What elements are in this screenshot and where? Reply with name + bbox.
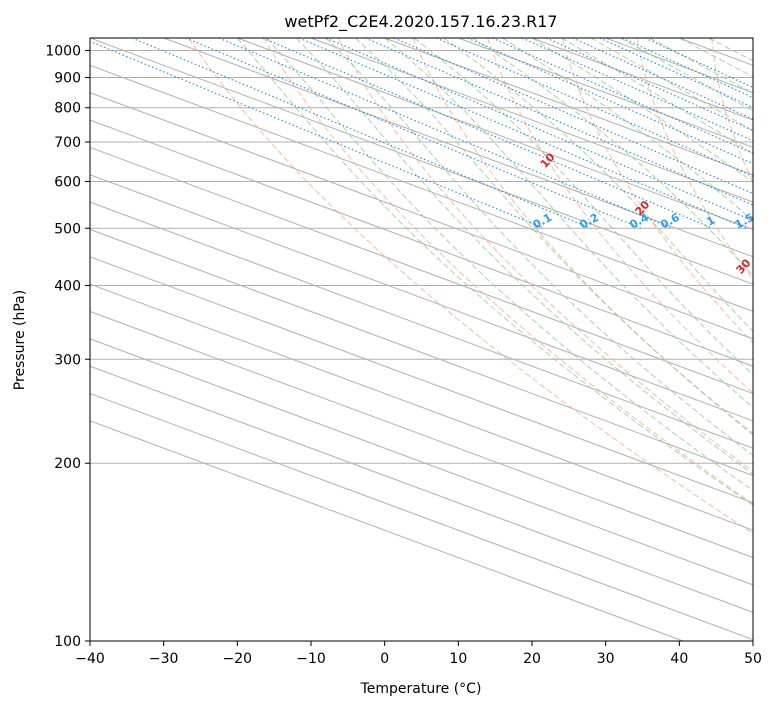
mixing-ratio-line bbox=[572, 38, 753, 120]
moist-adiabat bbox=[325, 38, 753, 457]
isotherm-line bbox=[310, 38, 753, 203]
dry-adiabat bbox=[561, 38, 753, 344]
isotherm-line bbox=[90, 420, 684, 641]
isotherm-line bbox=[90, 228, 753, 477]
isotherm-line bbox=[90, 119, 753, 367]
plot-frame bbox=[89, 37, 754, 642]
mixing-ratio-lines bbox=[90, 38, 753, 229]
x-tick-label: −20 bbox=[223, 651, 253, 667]
x-tick-label: 40 bbox=[670, 651, 688, 667]
x-tick-label: 0 bbox=[380, 651, 389, 667]
moist-adiabats bbox=[236, 38, 753, 506]
x-tick-label: −10 bbox=[296, 651, 326, 667]
isotherm-line bbox=[90, 38, 753, 285]
moist-adiabat bbox=[443, 38, 753, 333]
mixing-ratio-line bbox=[218, 38, 672, 229]
isotherm-line bbox=[90, 174, 753, 422]
moist-adiabat bbox=[295, 38, 753, 475]
mixing-ratio-line bbox=[90, 40, 545, 229]
axis-ticks: −40 −30 −20 −10 0 10 20 30 40 50 100 200 300 400 500 60… bbox=[45, 44, 762, 667]
mixing-ratio-line bbox=[131, 38, 592, 229]
mixing-ratio-line bbox=[365, 38, 753, 206]
y-axis-label: Pressure (hPa) bbox=[12, 290, 28, 390]
mixing-ratio-line bbox=[546, 38, 753, 132]
y-tick-label: 200 bbox=[54, 456, 81, 472]
mixing-ratio-line bbox=[185, 38, 642, 229]
y-tick-label: 700 bbox=[54, 135, 81, 151]
moist-adiabat bbox=[413, 38, 753, 376]
dry-adiabat bbox=[263, 38, 753, 505]
moist-adiabat bbox=[384, 38, 753, 409]
x-tick-label: 10 bbox=[449, 651, 467, 667]
dry-adiabat bbox=[487, 38, 753, 394]
mixing-ratio-line bbox=[622, 38, 753, 99]
isotherm-line bbox=[90, 92, 753, 340]
moist-adiabat bbox=[266, 38, 753, 492]
y-tick-label: 400 bbox=[54, 278, 81, 294]
isotherm-line bbox=[90, 365, 753, 613]
x-tick-label: 30 bbox=[597, 651, 615, 667]
y-tick-label: 1000 bbox=[45, 44, 81, 60]
isotherms bbox=[90, 38, 753, 641]
isotherm-line bbox=[90, 64, 753, 313]
isotherm-line bbox=[90, 283, 753, 531]
y-tick-label: 500 bbox=[54, 221, 81, 237]
isotherm-line bbox=[90, 338, 753, 586]
mixing-ratio-line bbox=[521, 38, 753, 142]
moist-adiabat bbox=[354, 38, 753, 435]
y-tick-label: 600 bbox=[54, 175, 81, 191]
isotherm-line bbox=[237, 38, 753, 230]
moist-adiabat bbox=[561, 38, 753, 155]
isotherm-line bbox=[90, 201, 753, 449]
mixing-ratio-line bbox=[644, 38, 753, 89]
x-tick-label: 50 bbox=[744, 651, 762, 667]
y-tick-label: 300 bbox=[54, 352, 81, 368]
isotherm-line bbox=[90, 310, 753, 559]
y-tick-label: 900 bbox=[54, 71, 81, 87]
mixing-ratio-line bbox=[492, 38, 753, 154]
isotherm-line bbox=[90, 392, 753, 641]
moist-adiabat bbox=[620, 38, 753, 112]
isotherm-line bbox=[384, 38, 753, 176]
chart-title: wetPf2_C2E4.2020.157.16.23.R17 bbox=[284, 12, 557, 32]
isotherm-line bbox=[163, 38, 753, 258]
isotherm-line bbox=[90, 146, 753, 395]
mixing-ratio-line bbox=[262, 38, 713, 229]
dry-adiabat bbox=[337, 38, 753, 473]
isotherm-line bbox=[458, 38, 753, 148]
y-tick-label: 100 bbox=[54, 634, 81, 650]
x-axis-label: Temperature (°C) bbox=[360, 681, 482, 697]
moist-adiabat bbox=[236, 38, 753, 506]
moist-adiabat bbox=[502, 38, 753, 222]
mixing-ratio-line bbox=[599, 38, 753, 108]
y-tick-label: 800 bbox=[54, 101, 81, 117]
x-tick-label: 20 bbox=[523, 651, 541, 667]
dry-adiabat bbox=[188, 38, 753, 535]
x-tick-label: −40 bbox=[75, 651, 105, 667]
x-tick-label: −30 bbox=[149, 651, 179, 667]
mixing-ratio-line bbox=[325, 38, 753, 222]
isotherm-line bbox=[90, 256, 753, 504]
mixing-ratio-line bbox=[467, 38, 753, 165]
